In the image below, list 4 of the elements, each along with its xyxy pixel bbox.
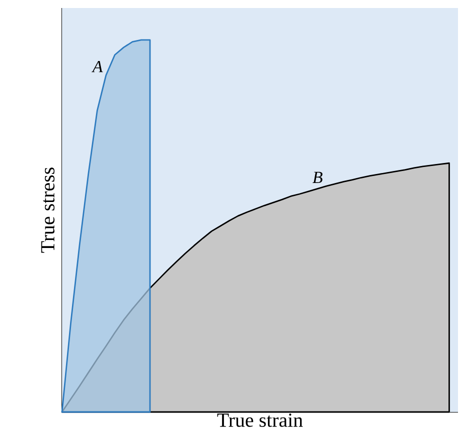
series-label: A (92, 60, 103, 72)
y-axis-title: True stress (41, 168, 54, 253)
series-label: B (312, 172, 322, 183)
x-axis-title: True strain (217, 414, 303, 427)
